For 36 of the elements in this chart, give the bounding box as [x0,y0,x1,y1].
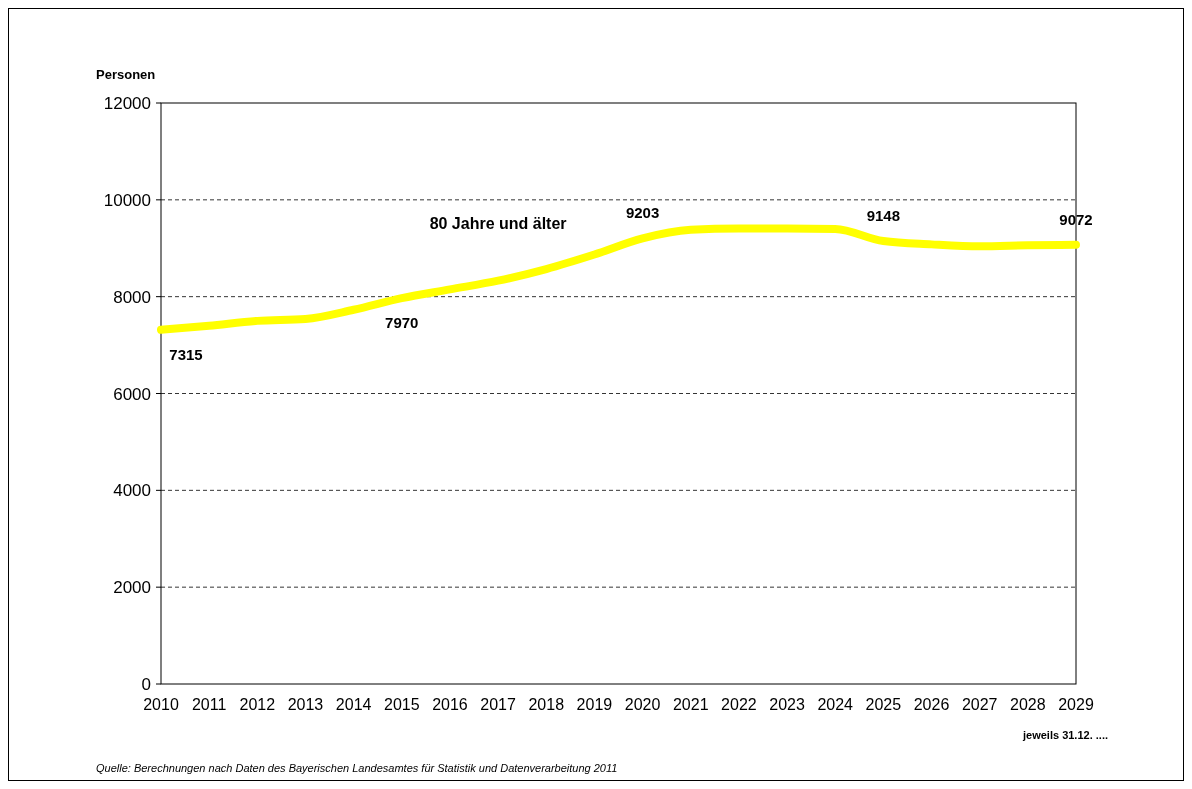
x-tick-label: 2017 [480,696,516,713]
x-tick-label: 2010 [143,696,179,713]
series-label: 80 Jahre und älter [429,214,567,232]
x-tick-label: 2024 [817,696,854,713]
data-label: 9072 [1059,210,1093,228]
x-tick-label: 2020 [624,696,661,713]
y-tick-label: 4000 [113,481,151,501]
x-tick-label: 2023 [769,696,805,713]
y-tick-label: 2000 [113,578,151,598]
x-tick-label: 2011 [191,696,227,713]
x-tick-label: 2022 [721,696,757,713]
x-tick-label: 2021 [672,696,709,713]
x-tick-label: 2019 [576,696,613,713]
y-axis-title: Personen [96,67,156,82]
data-label: 9148 [866,207,901,225]
x-tick-label: 2012 [239,696,276,713]
y-tick-label: 6000 [113,384,151,404]
data-label: 9203 [625,204,660,222]
data-label: 7315 [169,345,203,363]
y-tick-label: 0 [141,675,151,694]
x-tick-label: 2016 [432,696,468,713]
data-label: 7970 [385,314,419,332]
source-note: Quelle: Berechnungen nach Daten des Bayerischen Landesamtes für Statistik und Datenverarbeitung 2011 [96,762,618,774]
x-tick-label: 2029 [1058,696,1094,713]
y-tick-label: 8000 [113,287,151,307]
x-tick-label: 2013 [287,696,324,713]
y-tick-label: 10000 [103,190,151,210]
x-tick-label: 2026 [913,696,950,713]
x-axis-title: jeweils 31.12. .... [1022,729,1108,741]
x-tick-label: 2027 [961,696,998,713]
x-tick-label: 2025 [865,696,902,713]
x-tick-label: 2028 [1010,696,1046,713]
x-tick-label: 2015 [383,696,420,713]
x-tick-label: 2018 [528,696,565,713]
x-tick-label: 2014 [335,696,372,713]
y-tick-label: 12000 [103,94,151,113]
